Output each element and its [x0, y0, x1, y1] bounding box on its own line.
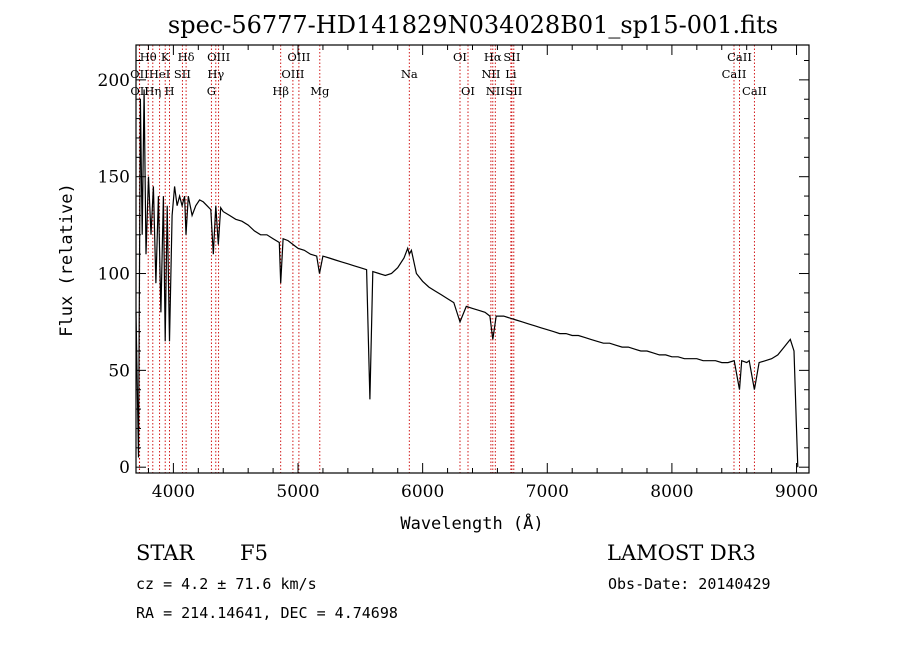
- y-tick-label: 150: [98, 168, 130, 188]
- spectral-line-label: Hθ: [140, 50, 157, 64]
- object-class: STAR: [136, 541, 195, 565]
- spectral-line-label: OII: [130, 67, 149, 81]
- y-tick-label: 100: [98, 265, 130, 285]
- y-axis-label: Flux (relative): [57, 183, 77, 337]
- spectral-line-markers: [138, 45, 755, 473]
- y-tick-label: 200: [98, 71, 130, 91]
- x-tick-label: 7000: [526, 482, 569, 502]
- spectral-line-label: Hδ: [178, 50, 195, 64]
- spectral-line-label: SII: [505, 84, 522, 98]
- spectral-line-label: Mg: [310, 84, 330, 98]
- spectral-line-label: CaII: [722, 67, 747, 81]
- observation-date: Obs-Date: 20140429: [608, 575, 771, 593]
- spectral-line-label: Li: [505, 67, 517, 81]
- spectral-line-label: Hα: [484, 50, 502, 64]
- chart-title: spec-56777-HD141829N034028B01_sp15-001.f…: [168, 11, 778, 39]
- spectral-line-label: CaII: [742, 84, 767, 98]
- spectral-line-label: SII: [503, 50, 520, 64]
- spectral-line-label: OIII: [207, 50, 230, 64]
- spectral-line-label: H: [164, 84, 174, 98]
- spectral-line-label: Hγ: [207, 67, 224, 81]
- x-axis-label: Wavelength (Å): [400, 512, 543, 534]
- spectral-line-label: OIII: [281, 67, 304, 81]
- x-tick-label: 9000: [775, 482, 818, 502]
- spectral-line-label: K: [161, 50, 170, 64]
- spectral-line-label: HeI: [149, 67, 170, 81]
- spectral-line-label: NII: [486, 84, 505, 98]
- plot-frame: [135, 44, 810, 474]
- x-tick-label: 6000: [401, 482, 444, 502]
- axis-ticks: 4000 5000 6000 7000 8000 9000 0 50 100 150 200: [98, 45, 818, 502]
- spectral-line-label: Na: [401, 67, 418, 81]
- spectral-line-label: Hβ: [272, 84, 289, 98]
- x-tick-label: 4000: [152, 482, 195, 502]
- spectral-line-label: OI: [461, 84, 475, 98]
- spectral-line-label: G: [207, 84, 216, 98]
- redshift-velocity: cz = 4.2 ± 71.6 km/s: [136, 575, 317, 593]
- spectral-line-label: OII: [130, 84, 149, 98]
- spectrum-series-line: [135, 89, 799, 468]
- y-tick-label: 50: [108, 361, 130, 381]
- spectral-line-label: OI: [453, 50, 467, 64]
- x-tick-label: 5000: [276, 482, 319, 502]
- y-tick-label: 0: [119, 458, 130, 478]
- spectral-line-label: Hη: [144, 84, 161, 98]
- spectral-subclass: F5: [240, 541, 268, 565]
- spectral-line-label: CaII: [727, 50, 752, 64]
- x-tick-label: 8000: [650, 482, 693, 502]
- spectral-line-label: NII: [481, 67, 500, 81]
- spectral-line-label: OIII: [287, 50, 310, 64]
- survey-name: LAMOST DR3: [607, 541, 756, 565]
- sky-coordinates: RA = 214.14641, DEC = 4.74698: [136, 604, 398, 622]
- spectral-line-label: SII: [174, 67, 191, 81]
